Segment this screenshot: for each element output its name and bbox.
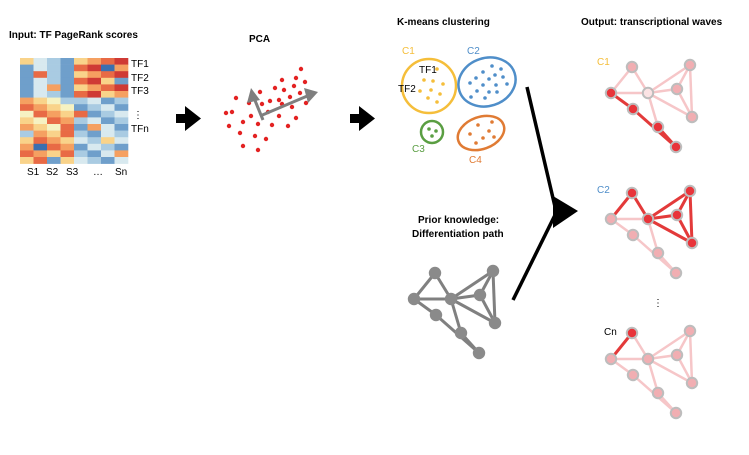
cluster-c1: C1 TF1 TF2 xyxy=(398,46,458,115)
cluster-c3-label: C3 xyxy=(412,144,425,155)
wave-label-cn: Cn xyxy=(604,327,617,338)
heatmap-row-label-tf3: TF3 xyxy=(131,86,149,97)
pca-title: PCA xyxy=(249,34,270,45)
cluster-c2-points xyxy=(468,64,509,100)
pagerank-heatmap xyxy=(20,58,129,164)
cluster-c1-outline xyxy=(400,57,458,115)
arrow-to-pca xyxy=(176,106,201,131)
wave-label-c2: C2 xyxy=(597,185,610,196)
cluster-c1-member-tf1: TF1 xyxy=(419,65,437,76)
cluster-c1-points xyxy=(418,67,445,104)
cluster-c4-points xyxy=(468,120,496,145)
cluster-c3: C3 xyxy=(412,119,445,155)
heatmap-col-label-s2: S2 xyxy=(46,167,59,178)
prior-title-line1: Prior knowledge: xyxy=(418,215,499,226)
prior-differentiation-graph xyxy=(407,264,502,360)
heatmap-row-label-tfn: TFn xyxy=(131,124,149,135)
heatmap-row-label-ellipsis: ⋮ xyxy=(133,110,143,121)
input-title: Input: TF PageRank scores xyxy=(9,30,138,41)
heatmap-row-label-tf1: TF1 xyxy=(131,59,149,70)
wave-graph-c2 xyxy=(604,184,699,280)
heatmap-col-label-s3: S3 xyxy=(66,167,79,178)
pca-scatter xyxy=(223,66,309,153)
heatmap-row-label-tf2: TF2 xyxy=(131,73,149,84)
cluster-c3-outline xyxy=(419,119,445,145)
cluster-c4: C4 xyxy=(456,114,506,166)
wave-graph-cn xyxy=(604,324,699,420)
cluster-c1-member-tf2: TF2 xyxy=(398,84,416,95)
heatmap-col-label-s1: S1 xyxy=(27,167,40,178)
merge-arrow xyxy=(511,86,578,301)
pca-axis-arrows xyxy=(247,88,318,121)
kmeans-title: K-means clustering xyxy=(397,17,490,28)
cluster-c4-outline xyxy=(456,114,506,152)
heatmap-col-label-sn: Sn xyxy=(115,167,127,178)
heatmap-col-label-ellipsis: … xyxy=(93,167,103,178)
cluster-c1-label: C1 xyxy=(402,46,415,57)
cluster-c2-label: C2 xyxy=(467,46,480,57)
cluster-c2-outline xyxy=(457,56,517,108)
wave-label-ellipsis: ⋮ xyxy=(653,298,663,309)
cluster-c2: C2 xyxy=(457,46,517,108)
cluster-c4-label: C4 xyxy=(469,155,482,166)
wave-graph-c1 xyxy=(604,58,699,154)
arrow-to-kmeans xyxy=(350,106,375,131)
cluster-c3-points xyxy=(427,127,438,138)
wave-label-c1: C1 xyxy=(597,57,610,68)
output-title: Output: transcriptional waves xyxy=(581,17,723,28)
prior-title-line2: Differentiation path xyxy=(412,229,504,240)
